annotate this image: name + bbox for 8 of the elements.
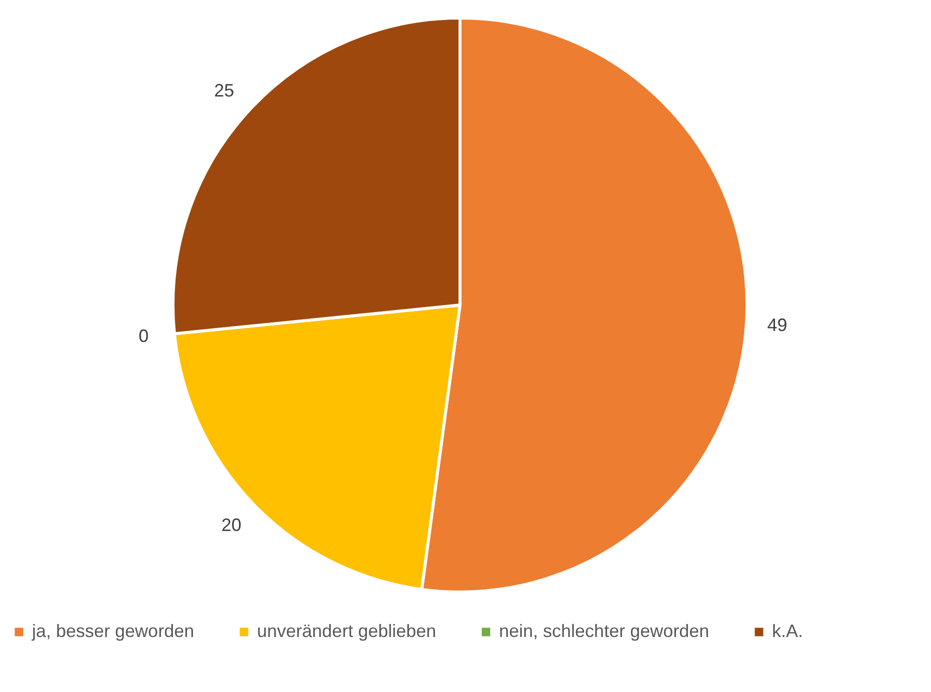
legend-label: ja, besser geworden — [31, 621, 194, 641]
legend-label: unverändert geblieben — [257, 621, 436, 641]
data-label: 49 — [767, 315, 788, 336]
text: 0 — [138, 326, 149, 346]
data-label: 20 — [221, 515, 242, 536]
legend-label: nein, schlechter geworden — [499, 621, 710, 641]
legend-label: k.A. — [772, 621, 804, 641]
data-label: 25 — [214, 80, 234, 101]
